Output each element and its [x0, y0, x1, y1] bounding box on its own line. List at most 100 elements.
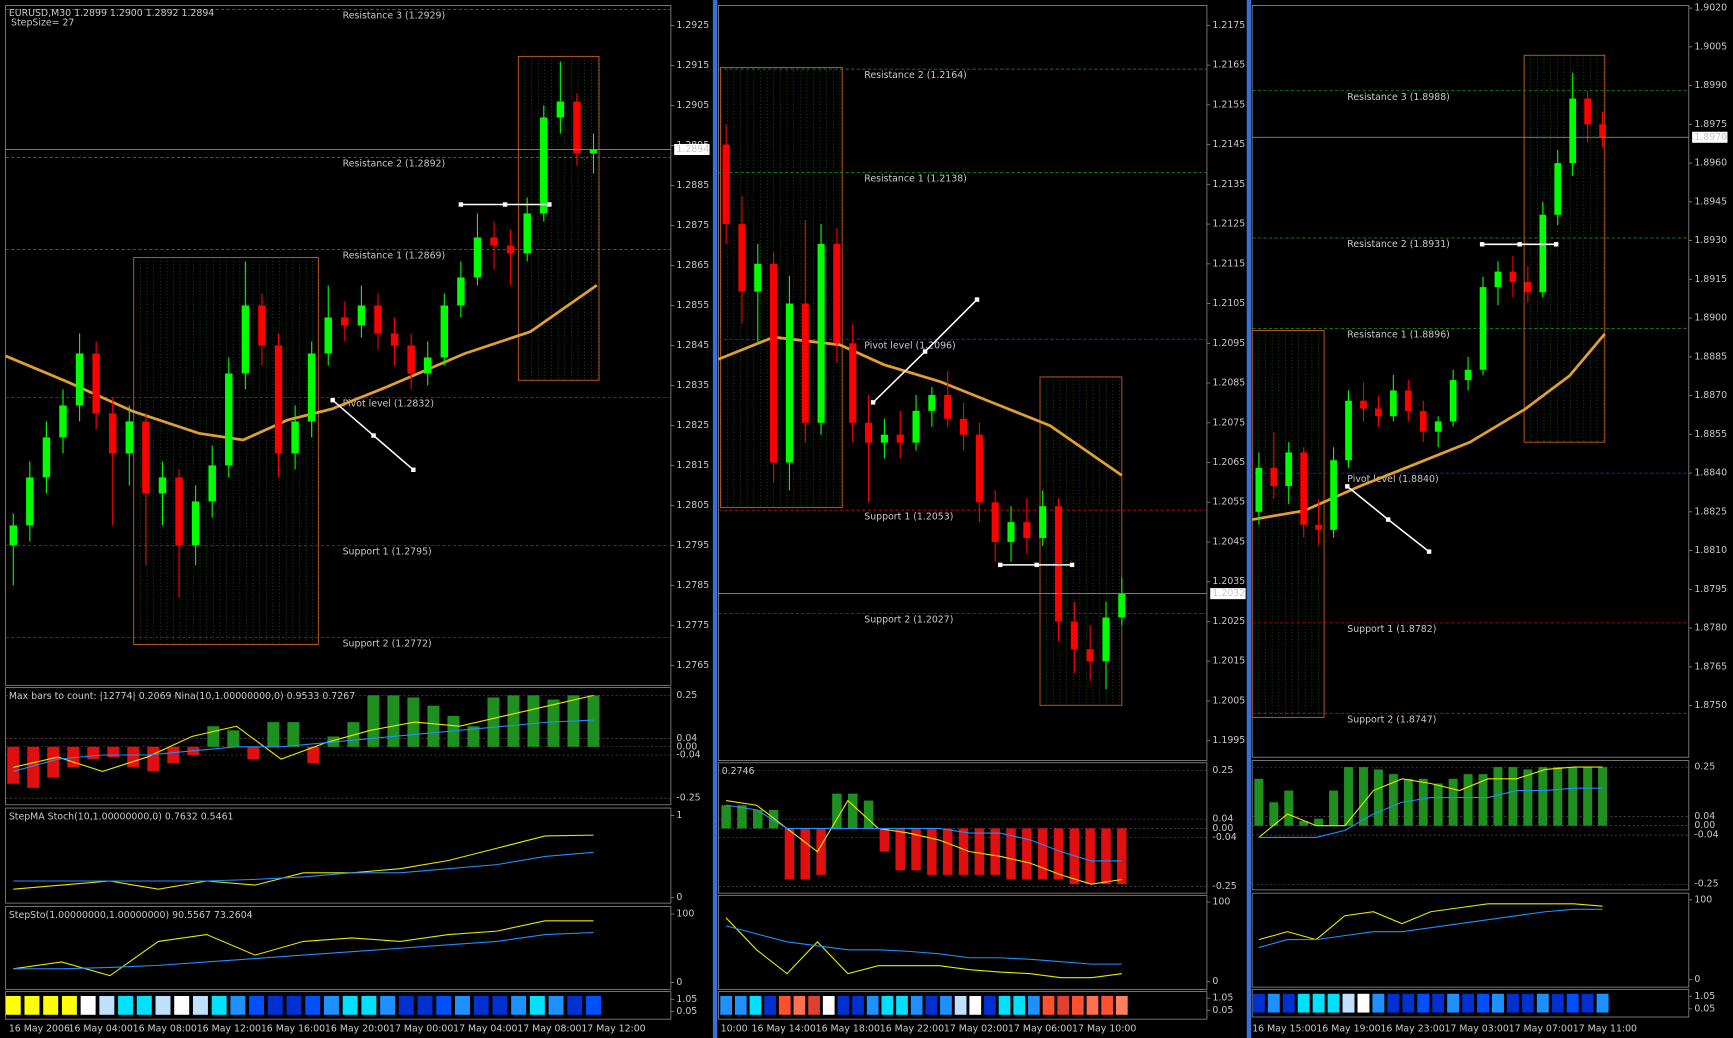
- candle-body: [540, 117, 548, 214]
- pane-tick-label: -0.04: [1212, 832, 1236, 843]
- current-price-label: 1.2032: [1212, 588, 1245, 599]
- color-bar: [80, 995, 96, 1015]
- histogram-bar: [1433, 783, 1443, 826]
- y-tick-label: 1.2915: [676, 60, 709, 71]
- histogram-bar: [1006, 828, 1016, 880]
- session-box: [1039, 376, 1123, 706]
- color-bar: [1282, 993, 1295, 1013]
- histogram-bar: [47, 746, 60, 778]
- pane-tick-label: -0.25: [1694, 879, 1718, 890]
- color-bar: [1312, 993, 1325, 1013]
- color-bar: [734, 995, 747, 1015]
- color-bar: [492, 995, 508, 1015]
- candle-body: [1375, 408, 1382, 417]
- color-bar: [1042, 995, 1055, 1015]
- time-label: 16 May 04:00: [69, 1024, 133, 1035]
- y-tick-label: 1.2885: [676, 180, 709, 191]
- histogram-bar: [167, 746, 180, 764]
- pane-tick-label: 0.04: [676, 733, 697, 744]
- candle-body: [75, 353, 84, 406]
- candle-body: [1464, 369, 1472, 381]
- current-price-box: [1210, 588, 1246, 600]
- candle-body: [26, 477, 34, 526]
- histogram-bar: [427, 705, 440, 747]
- candle-body: [142, 421, 150, 494]
- time-label: 16 May 22:00: [880, 1024, 944, 1035]
- pane-tick-label: 0.25: [676, 690, 697, 701]
- y-tick-label: 1.8990: [1694, 80, 1727, 91]
- histogram-bar: [927, 828, 937, 875]
- candle-body: [175, 477, 183, 546]
- candle-body: [928, 394, 936, 411]
- indicator-line: [725, 925, 1122, 965]
- y-tick-label: 1.2785: [676, 580, 709, 591]
- y-tick-label: 1.2085: [1212, 378, 1245, 389]
- pane-tick-label: 100: [1212, 897, 1230, 908]
- candle-body: [1479, 287, 1487, 370]
- color-bar: [1101, 995, 1114, 1015]
- moving-average: [717, 335, 1123, 477]
- pane-tick-label: 1.05: [676, 994, 697, 1005]
- color-bar: [1387, 993, 1400, 1013]
- histogram-bar: [863, 800, 874, 829]
- color-bar: [61, 995, 77, 1015]
- y-tick-label: 1.8915: [1694, 274, 1727, 285]
- pane-title: Max bars to count: |12774| 0.2069 Nina(1…: [9, 691, 355, 702]
- y-tick-label: 1.2815: [676, 460, 709, 471]
- color-bar: [793, 995, 806, 1015]
- color-bar: [380, 995, 396, 1015]
- color-bar: [118, 995, 134, 1015]
- zigzag-point: [998, 562, 1003, 568]
- histogram-bar: [832, 793, 842, 829]
- histogram-bar: [247, 746, 260, 760]
- y-tick-label: 1.2135: [1212, 179, 1245, 190]
- candle-body: [833, 243, 841, 344]
- indicator-line: [1258, 908, 1603, 949]
- indicator-pane: [717, 991, 1208, 1020]
- pane-tick-label: 100: [1694, 894, 1712, 905]
- candle-body: [440, 305, 449, 358]
- histogram-bar: [367, 695, 380, 747]
- color-bar: [586, 995, 601, 1015]
- candle-body: [817, 243, 825, 423]
- color-bar: [866, 995, 879, 1015]
- candle-body: [457, 277, 465, 306]
- indicator-line: [1258, 766, 1603, 838]
- color-bar: [249, 995, 265, 1015]
- histogram-bar: [1523, 769, 1533, 826]
- color-bar: [940, 995, 952, 1015]
- current-price-box: [1692, 131, 1728, 143]
- y-tick-label: 1.8885: [1694, 351, 1727, 362]
- color-bar: [808, 995, 820, 1015]
- y-tick-label: 1.8810: [1694, 545, 1727, 556]
- indicator-pane: [1251, 760, 1690, 891]
- color-bar: [1506, 993, 1519, 1013]
- pane-tick-label: 0.05: [1694, 1003, 1715, 1014]
- session-box: [1523, 54, 1606, 443]
- candle-body: [241, 305, 250, 374]
- candle-body: [258, 305, 266, 346]
- pivot-level-label: Pivot level (1.2096): [864, 340, 955, 351]
- candle-body: [506, 245, 515, 254]
- moving-average: [1251, 332, 1606, 521]
- histogram-bar: [768, 809, 779, 829]
- color-bar: [1071, 995, 1084, 1015]
- candle-body: [1300, 452, 1308, 525]
- indicator-line: [13, 719, 594, 772]
- session-box: [517, 55, 600, 381]
- time-label: 17 May 11:00: [1573, 1024, 1637, 1035]
- zigzag-point: [1069, 562, 1075, 568]
- time-label: 17 May 08:00: [517, 1024, 581, 1035]
- time-label: 16 May 16:00: [261, 1024, 325, 1035]
- color-bar: [511, 995, 527, 1015]
- histogram-bar: [1388, 774, 1398, 826]
- color-bar: [954, 995, 967, 1015]
- color-bar: [1252, 993, 1265, 1013]
- candle-body: [1360, 400, 1367, 409]
- color-bar: [1327, 993, 1340, 1013]
- color-bar: [43, 995, 59, 1015]
- y-tick-label: 1.2175: [1212, 20, 1245, 31]
- color-bar: [1477, 993, 1490, 1013]
- color-bar: [749, 995, 762, 1015]
